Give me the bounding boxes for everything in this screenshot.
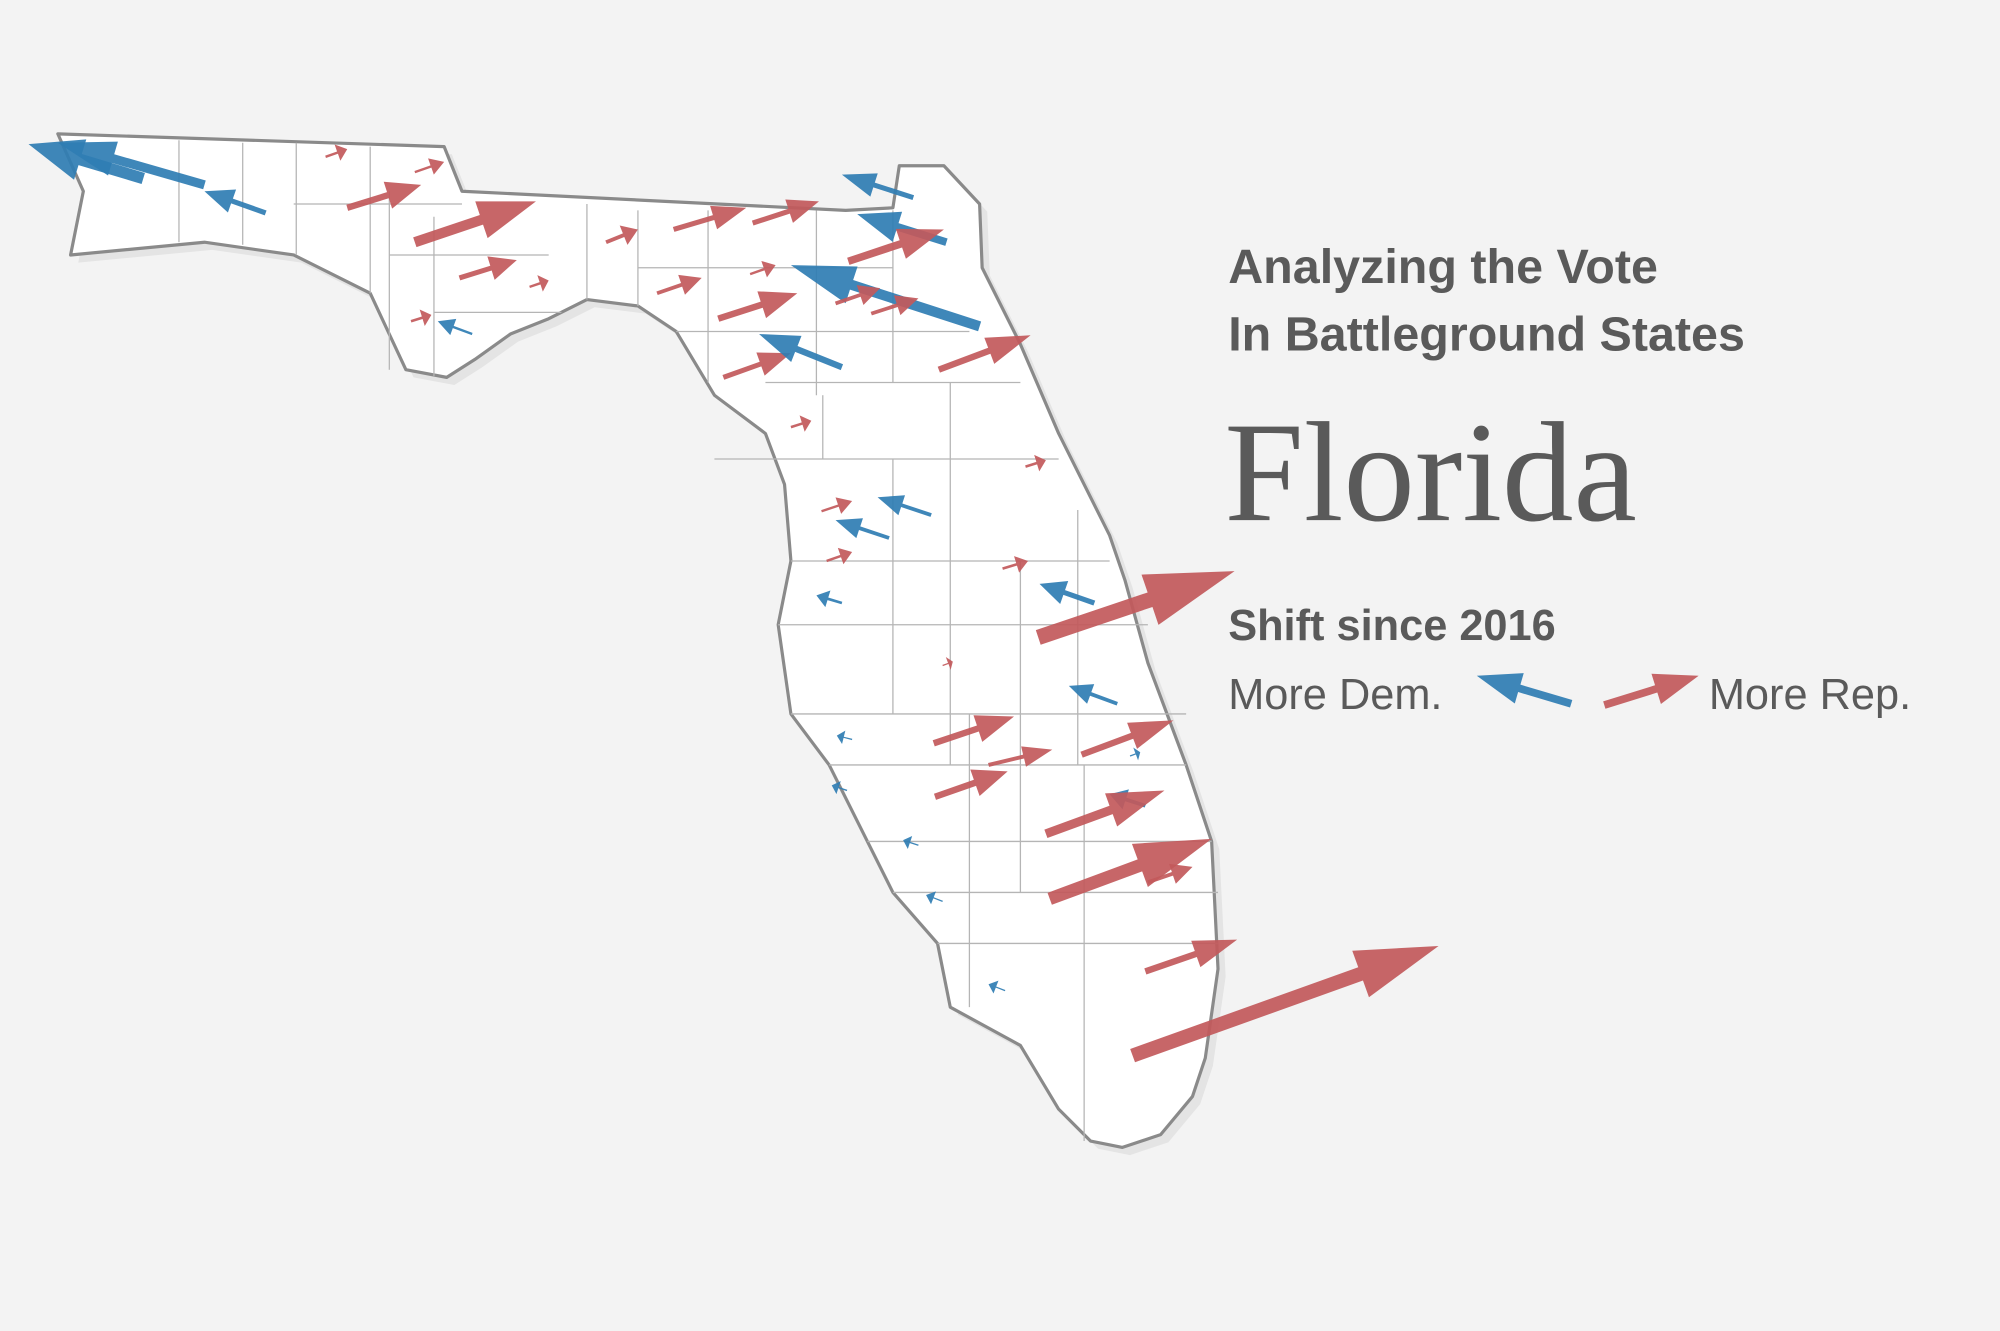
rep-shift-arrow	[410, 309, 432, 326]
dem-shift-arrow	[903, 835, 919, 849]
dem-shift-arrow	[926, 891, 943, 905]
rep-shift-arrow	[942, 656, 953, 670]
rep-shift-arrow	[870, 295, 919, 316]
dem-shift-arrow	[1039, 580, 1096, 606]
rep-shift-arrow	[821, 497, 853, 514]
kicker-line: Analyzing the Vote	[1228, 240, 1658, 294]
rep-shift-arrow	[933, 769, 1008, 800]
dem-shift-arrow	[790, 265, 982, 332]
dem-shift-arrow	[57, 141, 206, 190]
rep-shift-arrow	[529, 275, 549, 292]
dem-shift-arrow	[877, 495, 932, 517]
rep-shift-arrow	[749, 260, 776, 278]
rep-shift-arrow	[1130, 945, 1439, 1063]
legend-title: Shift since 2016	[1228, 602, 1556, 650]
dem-shift-arrow	[1476, 673, 1573, 708]
dem-shift-arrow	[28, 139, 145, 184]
rep-shift-arrow	[1603, 673, 1699, 709]
rep-shift-arrow	[722, 352, 791, 380]
dem-shift-arrow	[204, 189, 267, 216]
legend-arrows	[1476, 673, 1699, 709]
rep-shift-arrow	[1080, 720, 1174, 758]
rep-shift-arrow	[1035, 571, 1235, 645]
rep-shift-arrow	[937, 335, 1031, 373]
rep-shift-arrow	[834, 285, 881, 306]
rep-shift-arrow	[1047, 838, 1212, 905]
dem-shift-arrow	[841, 173, 915, 201]
rep-shift-arrow	[1144, 939, 1238, 975]
rep-shift-arrow	[847, 228, 944, 265]
dem-shift-arrow	[1129, 747, 1141, 761]
dem-shift-arrow	[816, 590, 843, 608]
rep-shift-arrow	[458, 256, 517, 281]
rep-shift-arrow	[790, 415, 812, 432]
rep-shift-arrow	[717, 291, 798, 322]
state-title: Florida	[1224, 393, 1636, 551]
rep-shift-arrow	[414, 158, 445, 175]
rep-shift-arrow	[751, 199, 819, 226]
rep-shift-arrow	[1147, 863, 1193, 885]
dem-shift-arrow	[759, 334, 844, 371]
rep-shift-arrow	[413, 201, 536, 248]
legend-dem-label: More Dem.	[1228, 671, 1442, 719]
rep-shift-arrow	[1044, 790, 1165, 838]
dem-shift-arrow	[836, 730, 853, 745]
rep-shift-arrow	[656, 274, 702, 296]
rep-shift-arrow	[346, 181, 422, 211]
dem-shift-arrow	[835, 518, 890, 540]
florida-outline	[56, 132, 1220, 1150]
rep-shift-arrow	[1025, 454, 1046, 472]
rep-shift-arrow	[826, 547, 853, 565]
legend-rep-label: More Rep.	[1709, 671, 1911, 719]
dem-shift-arrow	[988, 980, 1006, 994]
rep-shift-arrow	[932, 715, 1015, 747]
dem-shift-arrow	[831, 781, 848, 795]
rep-shift-arrow	[1002, 556, 1029, 573]
rep-shift-arrow	[988, 746, 1053, 767]
dem-shift-arrow	[437, 318, 473, 336]
rep-shift-arrow	[605, 225, 638, 245]
kicker-line: In Battleground States	[1228, 308, 1745, 362]
shift-arrows	[28, 139, 1439, 1063]
rep-shift-arrow	[325, 144, 348, 161]
dem-shift-arrow	[1068, 684, 1118, 706]
rep-shift-arrow	[672, 205, 747, 232]
